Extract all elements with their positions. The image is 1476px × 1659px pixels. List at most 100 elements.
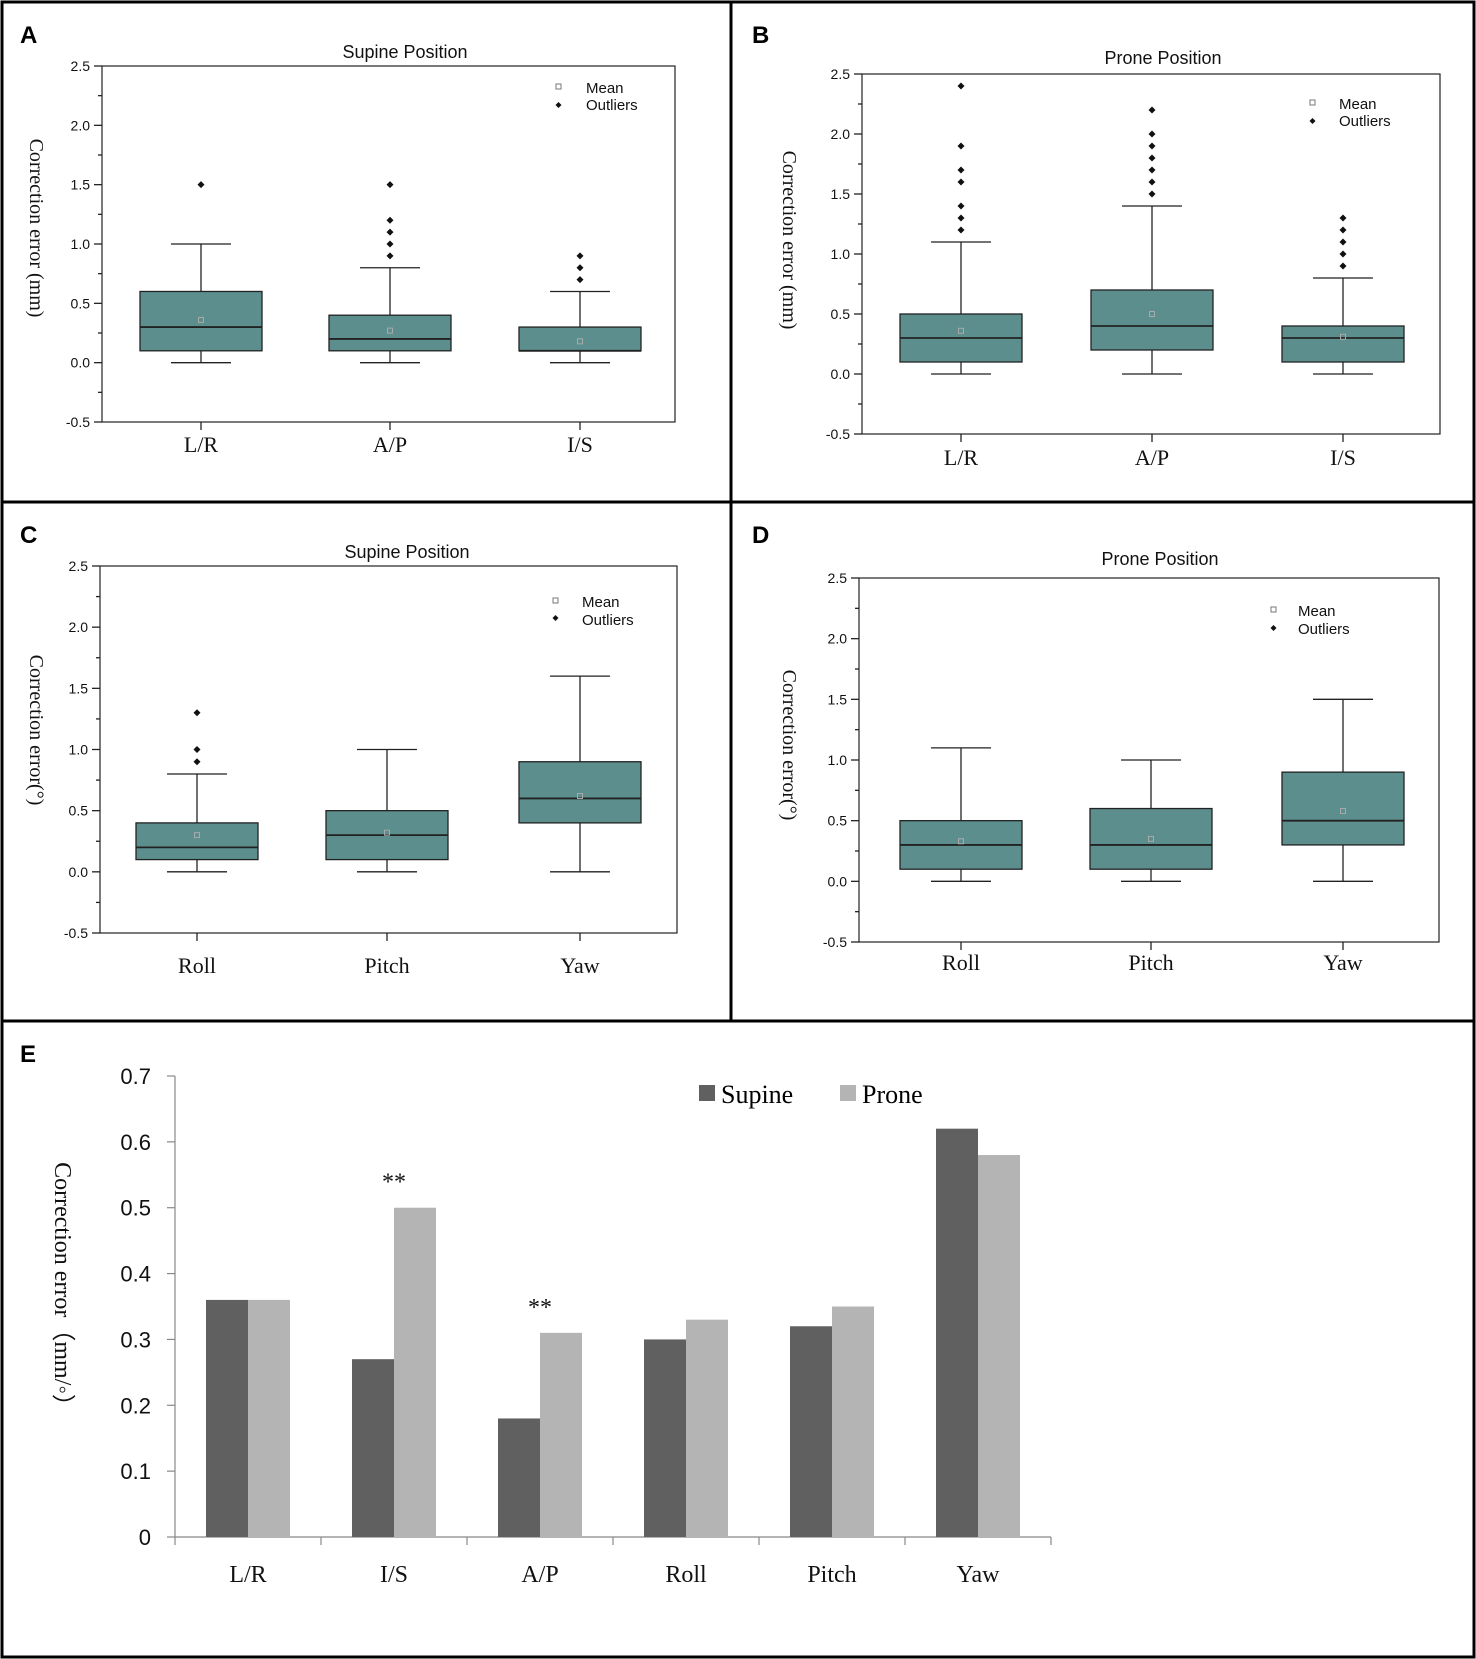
legend-mean-label: Mean — [1339, 96, 1377, 113]
outlier-point — [1339, 226, 1347, 234]
y-tick-label: 2.0 — [831, 126, 851, 142]
outlier-point — [1148, 166, 1156, 174]
box-mean-marker — [387, 327, 393, 334]
y-tick-label: 0.7 — [120, 1064, 151, 1089]
box-iqr — [1090, 289, 1214, 351]
box-iqr — [135, 822, 259, 861]
legend-outliers-label: Outliers — [1339, 113, 1391, 130]
outlier-point — [1339, 238, 1347, 246]
y-tick-label: -0.5 — [66, 414, 90, 430]
bar-supine — [644, 1339, 686, 1537]
outlier-point — [576, 276, 584, 284]
y-tick-label: 0.3 — [120, 1327, 151, 1352]
boxplot-d: -0.5 0.0 0.5 1.0 1.5 2.0 2.5 Roll Pitch Yaw — [823, 570, 1440, 975]
panel-letter-c: C — [20, 522, 37, 549]
x-category-label: I/S — [567, 432, 593, 457]
legend-prone-label: Prone — [862, 1080, 923, 1109]
y-tick-label: 2.5 — [71, 58, 91, 74]
y-tick-label: 0.4 — [120, 1262, 151, 1287]
x-category-label: Pitch — [364, 953, 409, 978]
outlier-point — [576, 252, 584, 260]
panel-e-legend: Supine Prone — [699, 1080, 923, 1109]
outlier-point — [193, 758, 201, 766]
significance-annotation: ** — [382, 1170, 406, 1196]
legend-mean-marker — [1309, 99, 1316, 106]
y-tick-label: 0.5 — [831, 306, 851, 322]
legend-outliers-label: Outliers — [586, 97, 638, 114]
box-mean-marker — [1340, 807, 1346, 814]
bar-prone — [248, 1299, 290, 1537]
x-category-label: I/S — [1330, 445, 1356, 470]
y-tick-label: 2.0 — [69, 619, 89, 635]
box-mean-marker — [384, 829, 390, 836]
panel-a-legend: Mean Outliers — [555, 80, 638, 114]
x-category-label: Pitch — [807, 1562, 856, 1588]
bar-prone — [394, 1207, 436, 1537]
panel-c-legend: Mean Outliers — [552, 594, 634, 629]
outlier-point — [1148, 178, 1156, 186]
significance-annotation: ** — [528, 1295, 552, 1321]
x-category-label: Pitch — [1128, 950, 1173, 975]
panel-letter-e: E — [20, 1041, 36, 1068]
x-category-label: Yaw — [957, 1562, 1001, 1588]
outlier-point — [386, 181, 394, 189]
y-tick-label: 0.5 — [828, 813, 848, 829]
outlier-point — [1148, 130, 1156, 138]
panel-c-ylabel: Correction error(°) — [25, 655, 47, 806]
y-tick-label: -0.5 — [826, 426, 850, 442]
legend-mean-marker — [555, 83, 562, 90]
panel-letter-a: A — [20, 22, 37, 49]
legend-mean-marker — [1270, 606, 1277, 613]
outlier-point — [957, 82, 965, 90]
panel-b-legend: Mean Outliers — [1309, 96, 1391, 130]
panel-c-title: Supine Position — [344, 542, 469, 562]
y-tick-label: 0.2 — [120, 1393, 151, 1418]
y-tick-label: 0.5 — [120, 1196, 151, 1221]
box-mean-marker — [198, 316, 204, 323]
outlier-point — [957, 202, 965, 210]
bar-prone — [686, 1319, 728, 1537]
box-iqr — [139, 290, 263, 352]
box-mean-marker — [577, 792, 583, 799]
legend-mean-label: Mean — [586, 80, 624, 97]
bar-supine — [790, 1326, 832, 1537]
y-tick-label: 1.5 — [69, 680, 89, 696]
charts-layer: -0.5 0.0 0.5 1.0 1.5 2.0 2.5 L/R A/P I/S -0.5 0.0 0.… — [64, 58, 1441, 1588]
box-mean-marker — [1149, 311, 1155, 317]
y-tick-label: 2.5 — [69, 558, 89, 574]
legend-outlier-marker — [1270, 625, 1277, 631]
outlier-point — [1148, 190, 1156, 198]
legend-outlier-marker — [1309, 118, 1316, 124]
panel-a-title: Supine Position — [342, 42, 467, 62]
outlier-point — [193, 709, 201, 717]
box-iqr — [1089, 807, 1213, 870]
bar-supine — [498, 1418, 540, 1537]
y-tick-label: 1.5 — [71, 177, 91, 193]
outlier-point — [386, 240, 394, 248]
y-tick-label: 1.0 — [828, 752, 848, 768]
y-tick-label: 1.0 — [71, 236, 91, 252]
y-tick-label: 2.0 — [828, 631, 848, 647]
legend-outliers-label: Outliers — [1298, 621, 1350, 638]
x-category-label: A/P — [521, 1562, 558, 1588]
x-category-label: Yaw — [1323, 950, 1362, 975]
outlier-point — [386, 216, 394, 224]
y-tick-label: 1.0 — [831, 246, 851, 262]
x-category-label: L/R — [944, 445, 979, 470]
barchart-e: 0 0.1 0.2 0.3 0.4 0.5 0.6 0.7 L/R I/S A/P Roll Pitch… — [120, 1064, 1052, 1588]
outlier-point — [576, 264, 584, 272]
y-tick-label: 0.0 — [828, 873, 848, 889]
box-mean-marker — [1340, 333, 1346, 340]
y-tick-label: 1.5 — [828, 691, 848, 707]
bar-prone — [978, 1155, 1020, 1537]
y-tick-label: 2.5 — [831, 66, 851, 82]
y-tick-label: 0.5 — [69, 803, 89, 819]
x-category-label: L/R — [229, 1562, 266, 1588]
box-iqr — [1281, 325, 1405, 363]
x-category-label: Roll — [665, 1562, 707, 1588]
y-tick-label: 2.5 — [828, 570, 848, 586]
legend-prone-swatch — [840, 1085, 856, 1101]
boxplot-a: -0.5 0.0 0.5 1.0 1.5 2.0 2.5 L/R A/P I/S — [66, 58, 676, 457]
